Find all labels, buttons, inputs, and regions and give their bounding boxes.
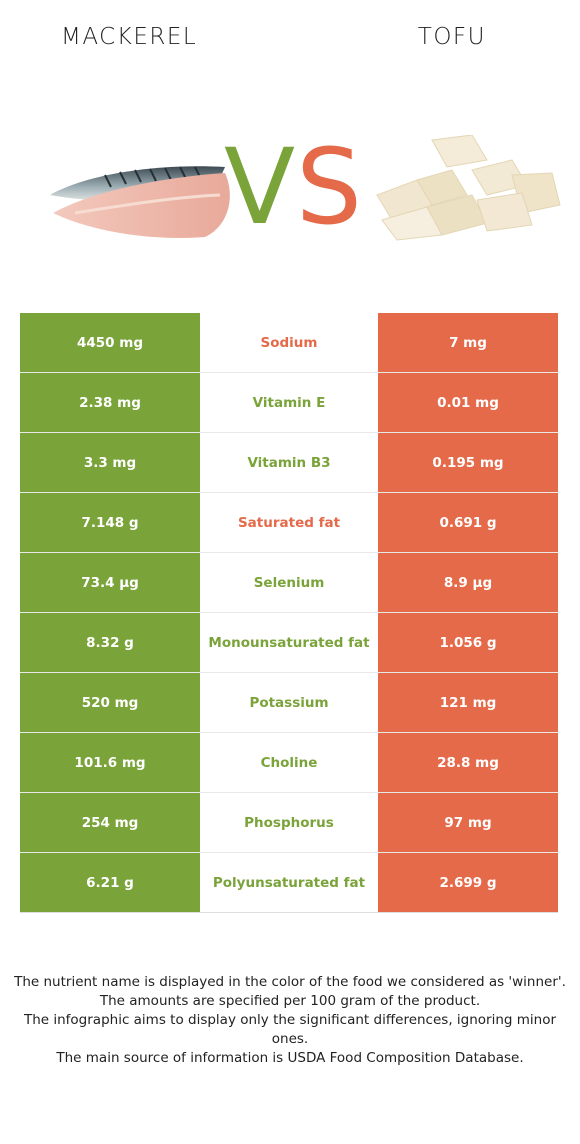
right-value: 1.056 g <box>378 613 558 672</box>
left-value: 8.32 g <box>20 613 200 672</box>
table-row: 2.38 mg Vitamin E 0.01 mg <box>20 373 558 433</box>
right-value: 28.8 mg <box>378 733 558 792</box>
vs-letter-s: S <box>296 126 363 248</box>
hero-images <box>0 135 580 255</box>
right-value: 7 mg <box>378 313 558 372</box>
left-value: 254 mg <box>20 793 200 852</box>
nutrient-name: Phosphorus <box>200 793 378 852</box>
table-row: 7.148 g Saturated fat 0.691 g <box>20 493 558 553</box>
left-value: 73.4 µg <box>20 553 200 612</box>
left-value: 6.21 g <box>20 853 200 912</box>
table-row: 101.6 mg Choline 28.8 mg <box>20 733 558 793</box>
nutrient-name: Selenium <box>200 553 378 612</box>
right-value: 97 mg <box>378 793 558 852</box>
left-value: 3.3 mg <box>20 433 200 492</box>
mackerel-image <box>50 166 230 238</box>
table-row: 254 mg Phosphorus 97 mg <box>20 793 558 853</box>
left-value: 7.148 g <box>20 493 200 552</box>
left-value: 520 mg <box>20 673 200 732</box>
right-food-title: TOFU <box>417 24 486 50</box>
right-value: 0.691 g <box>378 493 558 552</box>
table-row: 6.21 g Polyunsaturated fat 2.699 g <box>20 853 558 913</box>
table-row: 4450 mg Sodium 7 mg <box>20 313 558 373</box>
footnote: The nutrient name is displayed in the co… <box>10 973 570 1068</box>
right-value: 8.9 µg <box>378 553 558 612</box>
footnote-line: The nutrient name is displayed in the co… <box>14 974 566 990</box>
nutrient-name: Sodium <box>200 313 378 372</box>
nutrient-name: Saturated fat <box>200 493 378 552</box>
left-value: 2.38 mg <box>20 373 200 432</box>
table-row: 8.32 g Monounsaturated fat 1.056 g <box>20 613 558 673</box>
right-value: 121 mg <box>378 673 558 732</box>
left-value: 101.6 mg <box>20 733 200 792</box>
footnote-line: The main source of information is USDA F… <box>56 1050 524 1066</box>
table-row: 3.3 mg Vitamin B3 0.195 mg <box>20 433 558 493</box>
nutrient-name: Choline <box>200 733 378 792</box>
table-row: 73.4 µg Selenium 8.9 µg <box>20 553 558 613</box>
nutrient-name: Potassium <box>200 673 378 732</box>
table-row: 520 mg Potassium 121 mg <box>20 673 558 733</box>
footnote-line: The infographic aims to display only the… <box>23 1012 557 1047</box>
nutrient-name: Vitamin E <box>200 373 378 432</box>
nutrient-name: Polyunsaturated fat <box>200 853 378 912</box>
left-value: 4450 mg <box>20 313 200 372</box>
right-value: 2.699 g <box>378 853 558 912</box>
left-food-title: MACKEREL <box>61 24 198 50</box>
nutrient-name: Vitamin B3 <box>200 433 378 492</box>
footnote-line: The amounts are specified per 100 gram o… <box>99 993 481 1009</box>
comparison-table: 4450 mg Sodium 7 mg 2.38 mg Vitamin E 0.01 mg… <box>20 313 558 913</box>
tofu-image <box>376 135 561 241</box>
nutrient-name: Monounsaturated fat <box>200 613 378 672</box>
right-value: 0.01 mg <box>378 373 558 432</box>
vs-letter-v: V <box>224 126 296 248</box>
right-value: 0.195 mg <box>378 433 558 492</box>
